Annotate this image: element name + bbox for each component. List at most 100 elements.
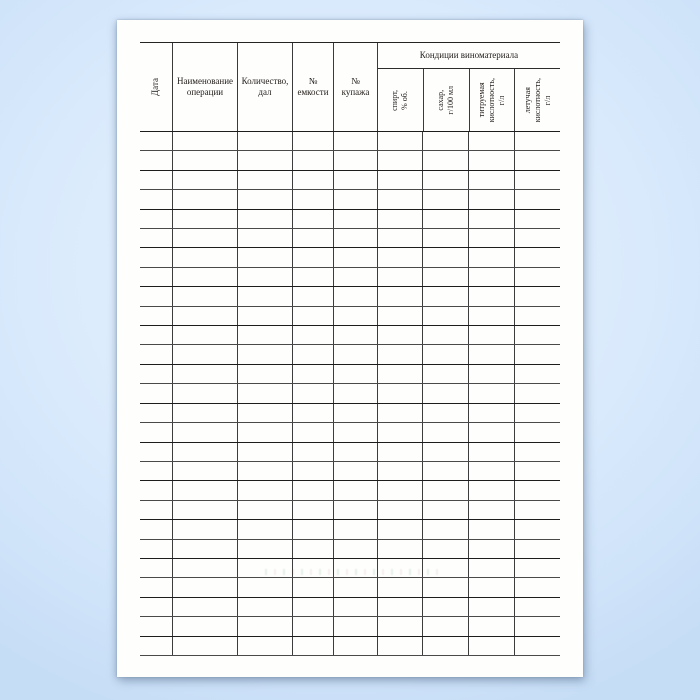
body-cell [514,229,560,248]
body-cell [377,287,422,306]
body-cell [172,267,237,287]
body-cell [422,267,468,287]
body-cell [292,170,333,190]
body-cell [237,617,292,636]
body-cell [237,539,292,558]
table-body [140,132,560,656]
body-cell [140,481,172,499]
body-cell [292,481,333,500]
body-cell [237,423,292,442]
body-cell [377,384,422,403]
body-cell [377,617,422,636]
body-cell [377,229,422,248]
body-cell [468,617,514,636]
body-cell [237,461,292,481]
table-row [140,209,560,230]
body-cell [140,617,172,635]
body-cell [140,540,172,558]
body-cell [292,461,333,481]
table-header-row: Дата Наименование операции Количество, д… [140,42,560,132]
body-cell [140,345,172,363]
body-cell [172,132,237,151]
body-cell [514,287,560,306]
body-cell [292,617,333,636]
body-cell [333,326,377,345]
body-cell [422,151,468,170]
body-cell [422,306,468,326]
body-cell [468,151,514,170]
body-cell [468,364,514,384]
body-cell [140,326,172,344]
body-cell [468,287,514,306]
body-cell [172,403,237,423]
body-cell [514,267,560,287]
body-cell [237,326,292,345]
body-cell [422,636,468,655]
body-cell [514,597,560,617]
body-cell [292,229,333,248]
body-cell [140,404,172,422]
table-row [140,520,560,540]
body-cell [292,500,333,520]
body-cell [292,442,333,461]
body-cell [237,500,292,520]
body-cell [140,423,172,441]
body-cell [237,170,292,190]
body-cell [333,345,377,364]
body-cell [514,132,560,151]
body-cell [377,170,422,190]
body-cell [292,539,333,558]
body-cell [333,539,377,558]
table-row [140,287,560,307]
body-cell [172,326,237,345]
body-cell [514,326,560,345]
table-row [140,617,560,637]
table-row [140,578,560,598]
body-cell [377,151,422,170]
body-cell [422,248,468,267]
body-cell [237,520,292,539]
body-cell [333,384,377,403]
body-cell [237,481,292,500]
body-cell [514,520,560,539]
body-cell [468,229,514,248]
body-cell [140,578,172,596]
header-col-date: Дата [140,43,172,131]
body-cell [422,403,468,423]
body-cell [140,462,172,480]
body-cell [333,209,377,229]
body-cell [333,170,377,190]
header-col-container-number-label: № емкости [297,76,329,97]
body-cell [377,578,422,597]
header-subcol-sugar: сахар, г/100 мл [422,69,469,131]
table-row [140,190,560,210]
body-cell [172,384,237,403]
body-cell [292,403,333,423]
body-cell [422,170,468,190]
body-cell [422,461,468,481]
body-cell [140,151,172,169]
body-cell [333,578,377,597]
body-cell [237,558,292,578]
body-cell [514,461,560,481]
body-cell [333,248,377,267]
body-cell [140,443,172,461]
body-cell [514,345,560,364]
body-cell [468,500,514,520]
body-cell [333,442,377,461]
body-cell [292,384,333,403]
body-cell [377,248,422,267]
body-cell [237,345,292,364]
body-cell [333,190,377,209]
body-cell [292,578,333,597]
body-cell [237,597,292,617]
body-cell [172,597,237,617]
body-cell [172,229,237,248]
body-cell [468,170,514,190]
body-cell [468,132,514,151]
table-row [140,364,560,385]
body-cell [140,365,172,383]
body-cell [237,636,292,655]
body-cell [140,520,172,538]
body-cell [422,384,468,403]
